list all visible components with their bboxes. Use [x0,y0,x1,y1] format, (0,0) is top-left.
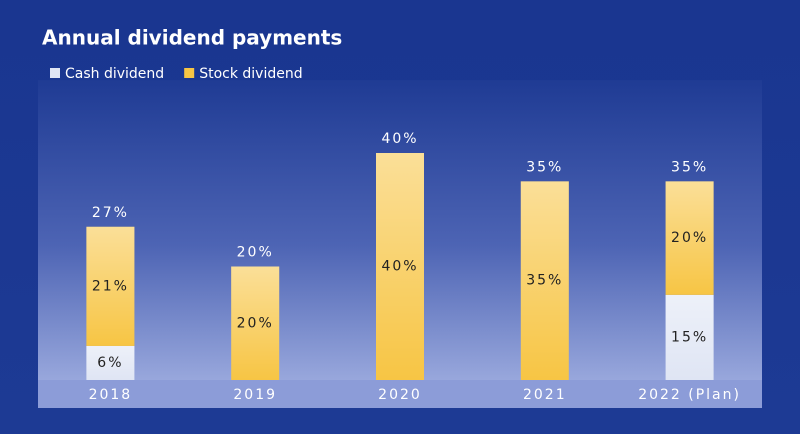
x-tick-label: 2020 [378,387,422,403]
bar-shine [376,153,424,380]
segment-label: 15% [671,329,708,345]
total-label: 35% [526,159,563,175]
bar-shine [520,181,569,380]
total-label: 20% [237,245,274,261]
bar-shine [665,181,714,295]
total-label: 40% [381,131,418,147]
bar-shine [86,345,135,380]
legend-label: Cash dividend [65,66,164,82]
segment-label: 20% [237,315,274,331]
legend-label: Stock dividend [199,66,302,82]
x-tick-label: 2021 [523,387,567,403]
segment-label: 20% [671,230,708,246]
segment-label: 35% [526,273,563,289]
x-tick-label: 2022 (Plan) [638,387,741,403]
total-label: 35% [671,159,708,175]
chart-title: Annual dividend payments [42,26,342,50]
bar-shine [231,266,280,380]
legend: Cash dividend Stock dividend [50,66,303,82]
bar-shine [86,226,135,346]
segment-label: 40% [381,259,418,275]
total-label: 27% [92,205,129,221]
segment-label: 6% [97,355,123,371]
x-tick-label: 2019 [233,387,277,403]
legend-swatch [184,68,195,78]
bar-shine [665,294,714,380]
x-tick-label: 2018 [89,387,133,403]
legend-swatch [50,68,60,78]
segment-label: 21% [92,278,129,294]
category-band [38,380,762,408]
